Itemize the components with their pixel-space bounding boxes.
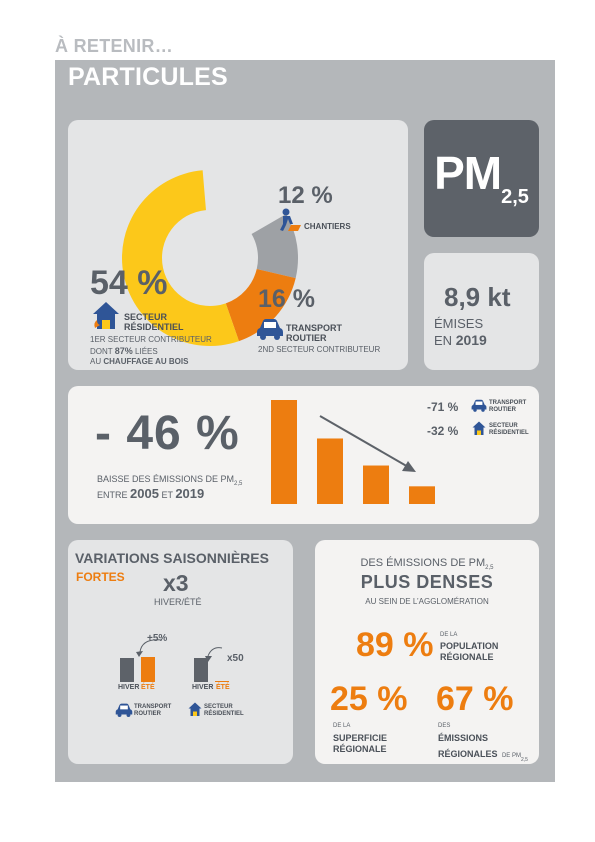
trend-desc-1: BAISSE DES ÉMISSIONS DE PM2,5	[97, 474, 243, 487]
residential-note-1: 1ER SECTEUR CONTRIBUTEUR	[90, 335, 212, 344]
urban-headline: PLUS DENSES	[360, 572, 494, 592]
area-pct: 25 %	[330, 680, 408, 718]
population-l3: RÉGIONALE	[440, 652, 494, 662]
seasonal-residential-label-2: RÉSIDENTIEL	[204, 711, 244, 717]
trend-bar-1	[271, 400, 297, 504]
seasonal-transport-label-1: TRANSPORT	[134, 704, 172, 710]
em-l2: ÉMISSIONS	[438, 733, 489, 743]
residential-pct: 54 %	[90, 264, 168, 302]
seasonal-transport-label-2: ROUTIER	[134, 711, 161, 717]
residential-label-2: RÉSIDENTIEL	[124, 322, 184, 332]
seasonal-card	[68, 540, 293, 764]
pm25-label: PM2,5	[434, 147, 529, 208]
transport-label-2: ROUTIER	[286, 333, 327, 343]
car-icon	[471, 399, 487, 412]
donut-slice-residential	[122, 170, 239, 346]
seasonal-factor-label: HIVER/ÉTÉ	[154, 597, 202, 607]
car-icon	[115, 703, 133, 717]
kicker: À RETENIR…	[55, 36, 174, 56]
trend-arrow-icon	[402, 461, 416, 472]
emissions-card	[424, 253, 539, 370]
trend-residential-pct: -32 %	[427, 424, 459, 438]
emissions-line-1: ÉMISES	[434, 316, 484, 331]
emissions-share-pct: 67 %	[436, 680, 514, 718]
seasonal-strong: FORTES	[76, 570, 125, 584]
emissions-value: 8,9 kt	[444, 282, 511, 312]
house-icon	[472, 421, 486, 435]
transport-note: 2ND SECTEUR CONTRIBUTEUR	[258, 345, 381, 354]
transport-label-1: TRANSPORT	[286, 323, 342, 333]
transport-delta: +5%	[147, 633, 168, 644]
em-l1: DES	[438, 723, 451, 729]
trend-bar-chart	[271, 400, 435, 504]
transport-pct: 16 %	[258, 285, 315, 313]
pm25-badge	[424, 120, 539, 237]
trend-residential-label-1: SECTEUR	[489, 423, 518, 429]
urban-sub: AU SEIN DE L’AGGLOMÉRATION	[365, 597, 489, 606]
population-l1: DE LA	[440, 632, 458, 638]
donut-slice-chantiers	[251, 214, 298, 279]
emissions-line-2: EN 2019	[434, 332, 487, 348]
population-pct: 89 %	[356, 626, 434, 664]
worker-icon	[280, 208, 301, 231]
residential-delta: x50	[227, 653, 244, 664]
transport-ete-label: ÉTÉ	[141, 684, 155, 691]
trend-desc-2: ENTRE 2005 ET 2019	[97, 486, 205, 501]
area-l2: SUPERFICIE	[333, 733, 388, 743]
trend-bar-2	[317, 438, 343, 504]
seasonal-residential-label-1: SECTEUR	[204, 704, 233, 710]
residential-hiver-label: HIVER	[192, 684, 214, 691]
residential-ete-label: ÉTÉ	[216, 684, 230, 691]
trend-transport-label-1: TRANSPORT	[489, 400, 527, 406]
trend-transport-pct: -71 %	[427, 400, 459, 414]
area-l3: RÉGIONALE	[333, 744, 387, 754]
urban-card	[315, 540, 539, 764]
residential-note-3: AU CHAUFFAGE AU BOIS	[90, 357, 189, 366]
trend-transport-label-2: ROUTIER	[489, 407, 516, 413]
seasonal-transport-bars	[120, 639, 163, 682]
trend-residential-label-2: RÉSIDENTIEL	[489, 430, 529, 436]
transport-hiver-label: HIVER	[118, 684, 140, 691]
trend-card	[68, 386, 539, 524]
sector-donut-chart	[122, 170, 298, 346]
em-l3-line: RÉGIONALES DE PM2,5	[438, 749, 528, 764]
car-icon	[257, 319, 283, 340]
area-l1: DE LA	[333, 723, 351, 729]
seasonal-title: VARIATIONS SAISONNIÈRES	[75, 550, 269, 566]
seasonal-factor: x3	[163, 570, 189, 596]
population-l2: POPULATION	[440, 641, 499, 651]
residential-label-1: SECTEUR	[124, 312, 168, 322]
page-title: PARTICULES	[68, 63, 228, 91]
trend-value: - 46 %	[95, 407, 240, 460]
donut-slice-transport	[225, 268, 296, 342]
residential-note-2: DONT 87% LIÉES	[90, 346, 158, 356]
chantiers-pct: 12 %	[278, 182, 333, 209]
seasonal-residential-bars	[194, 647, 229, 682]
house-icon	[188, 702, 202, 716]
urban-top: DES ÉMISSIONS DE PM2,5	[360, 557, 494, 572]
chantiers-label: CHANTIERS	[304, 222, 351, 231]
trend-bar-4	[409, 486, 435, 504]
trend-bar-3	[363, 465, 389, 504]
house-icon	[93, 302, 119, 329]
